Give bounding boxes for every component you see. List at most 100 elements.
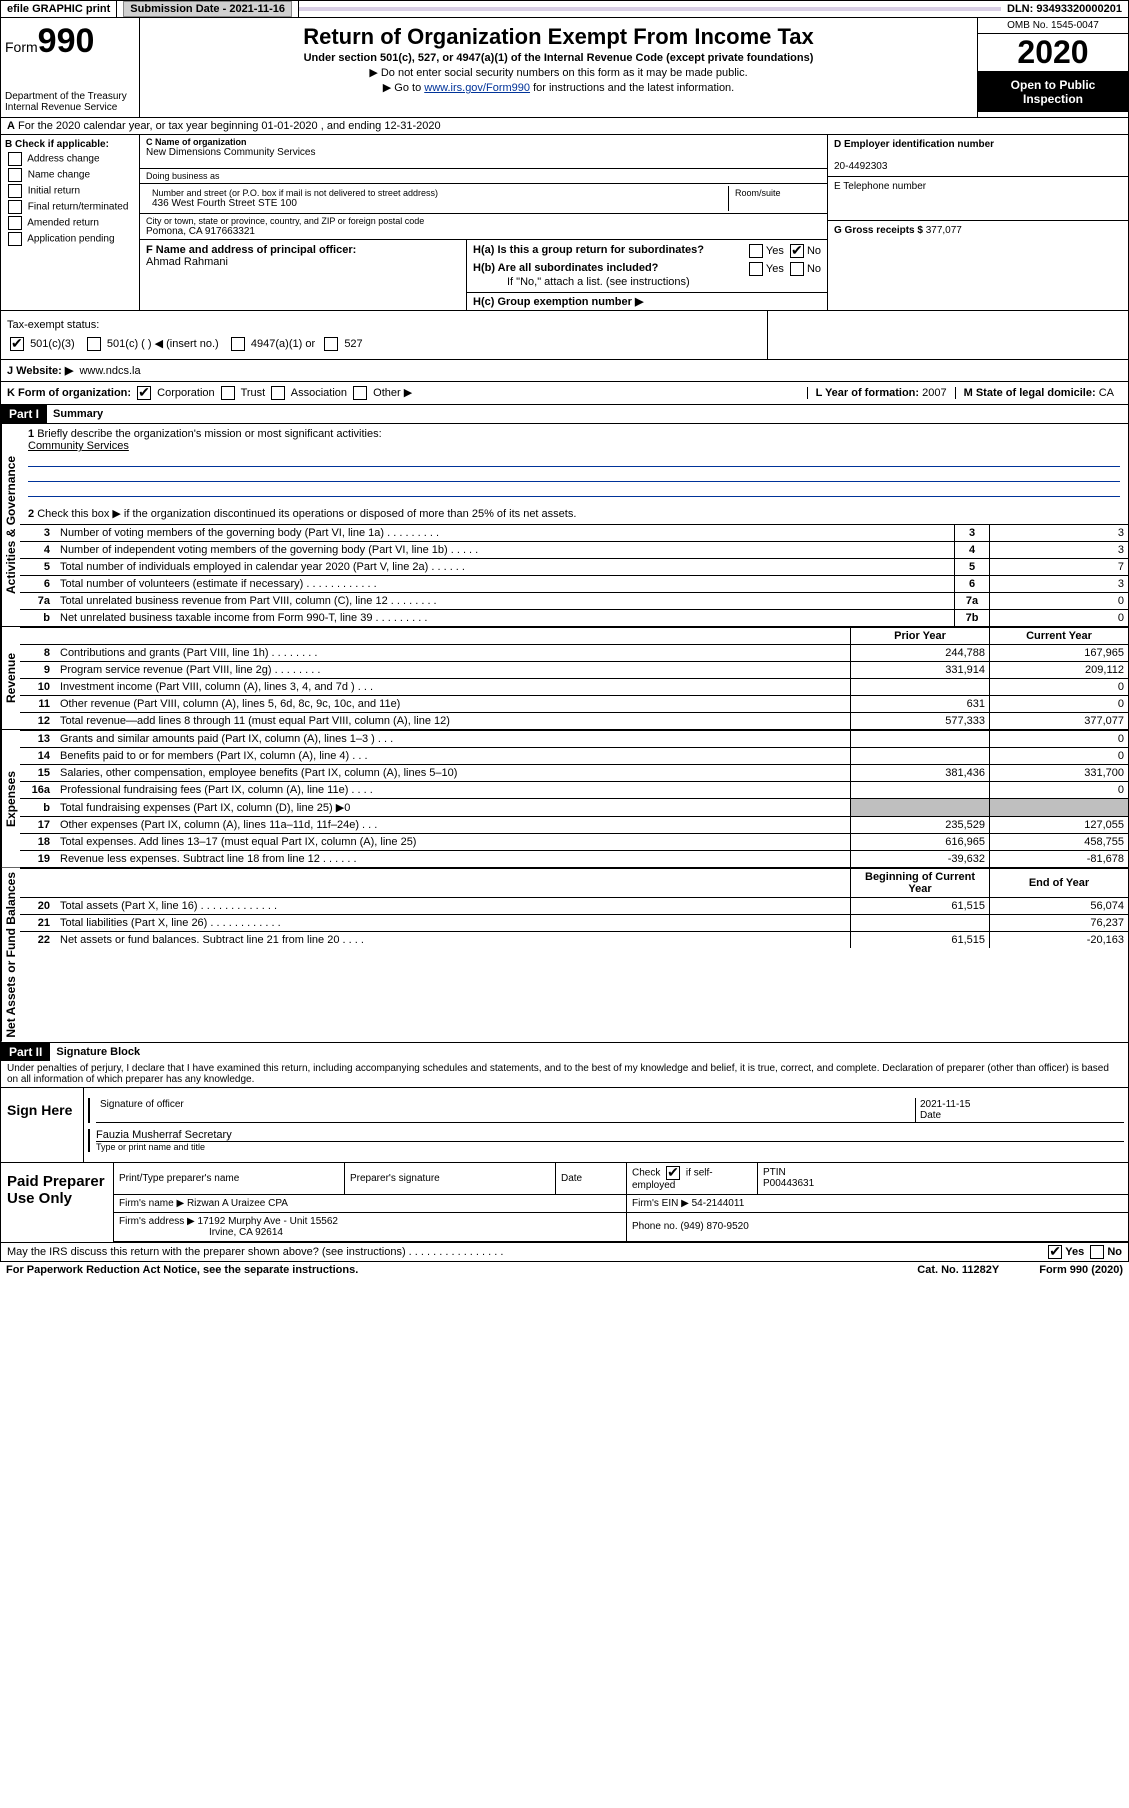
- section-identity: B Check if applicable: Address change Na…: [0, 135, 1129, 311]
- header-center: Return of Organization Exempt From Incom…: [140, 18, 977, 117]
- topbar-spacer: [299, 7, 1001, 11]
- net-assets-table: Beginning of Current Year End of Year20 …: [20, 868, 1128, 948]
- table-row: 21 Total liabilities (Part X, line 26) .…: [20, 915, 1128, 932]
- section-governance: Activities & Governance 1 Briefly descri…: [0, 424, 1129, 627]
- check-name-change[interactable]: Name change: [5, 168, 135, 182]
- korg-row: K Form of organization: Corporation Trus…: [0, 382, 1129, 405]
- paid-preparer-label: Paid Preparer Use Only: [1, 1163, 114, 1242]
- check-other[interactable]: [353, 386, 367, 400]
- check-501c[interactable]: [87, 337, 101, 351]
- form-subtitle: Under section 501(c), 527, or 4947(a)(1)…: [144, 52, 973, 64]
- revenue-table: Prior Year Current Year8 Contributions a…: [20, 627, 1128, 729]
- part1-header: Part I Summary: [0, 405, 1129, 424]
- table-row: 18 Total expenses. Add lines 13–17 (must…: [20, 834, 1128, 851]
- governance-table: 3 Number of voting members of the govern…: [20, 524, 1128, 626]
- telephone-cell: E Telephone number: [828, 177, 1128, 221]
- table-row: 11 Other revenue (Part VIII, column (A),…: [20, 696, 1128, 713]
- check-association[interactable]: [271, 386, 285, 400]
- open-to-public: Open to Public Inspection: [978, 72, 1128, 112]
- table-row: 13 Grants and similar amounts paid (Part…: [20, 731, 1128, 748]
- dept-irs: Internal Revenue Service: [5, 102, 135, 113]
- table-row: 8 Contributions and grants (Part VIII, l…: [20, 645, 1128, 662]
- footer-paperwork: For Paperwork Reduction Act Notice, see …: [0, 1262, 1129, 1278]
- table-row: 3 Number of voting members of the govern…: [20, 525, 1128, 542]
- table-row: 6 Total number of volunteers (estimate i…: [20, 576, 1128, 593]
- check-address-change[interactable]: Address change: [5, 152, 135, 166]
- vlabel-governance: Activities & Governance: [1, 424, 20, 626]
- q2-discontinued: 2 Check this box ▶ if the organization d…: [20, 503, 1128, 524]
- submission-cell: Submission Date - 2021-11-16: [117, 1, 299, 17]
- dln-cell: DLN: 93493320000201: [1001, 1, 1128, 17]
- declaration-text: Under penalties of perjury, I declare th…: [1, 1061, 1128, 1087]
- dba-cell: Doing business as: [140, 169, 827, 184]
- form-title: Return of Organization Exempt From Incom…: [144, 24, 973, 50]
- column-c-org: C Name of organization New Dimensions Co…: [140, 135, 827, 310]
- table-row: 19 Revenue less expenses. Subtract line …: [20, 851, 1128, 868]
- dept-treasury: Department of the Treasury: [5, 91, 135, 102]
- preparer-table: Print/Type preparer's name Preparer's si…: [114, 1163, 1128, 1242]
- table-row: b Total fundraising expenses (Part IX, c…: [20, 799, 1128, 817]
- column-d-right: D Employer identification number 20-4492…: [827, 135, 1128, 310]
- sign-here-label: Sign Here: [1, 1088, 84, 1162]
- tax-exempt-row: Tax-exempt status: 501(c)(3) 501(c) ( ) …: [0, 311, 1129, 360]
- column-b-checkboxes: B Check if applicable: Address change Na…: [1, 135, 140, 310]
- check-527[interactable]: [324, 337, 338, 351]
- table-row: 7a Total unrelated business revenue from…: [20, 593, 1128, 610]
- section-net-assets: Net Assets or Fund Balances Beginning of…: [0, 868, 1129, 1043]
- vlabel-net-assets: Net Assets or Fund Balances: [1, 868, 20, 1042]
- table-row: 20 Total assets (Part X, line 16) . . . …: [20, 898, 1128, 915]
- table-row: 12 Total revenue—add lines 8 through 11 …: [20, 713, 1128, 730]
- q1-mission: 1 Briefly describe the organization's mi…: [20, 424, 1128, 503]
- check-initial-return[interactable]: Initial return: [5, 184, 135, 198]
- table-row: 16a Professional fundraising fees (Part …: [20, 782, 1128, 799]
- check-corporation[interactable]: [137, 386, 151, 400]
- check-irs-yes[interactable]: [1048, 1245, 1062, 1259]
- note-ssn: ▶ Do not enter social security numbers o…: [144, 66, 973, 79]
- irs-discuss-row: May the IRS discuss this return with the…: [0, 1243, 1129, 1262]
- table-header: Prior Year Current Year: [20, 628, 1128, 645]
- table-row: 17 Other expenses (Part IX, column (A), …: [20, 817, 1128, 834]
- vlabel-expenses: Expenses: [1, 730, 20, 867]
- topbar: efile GRAPHIC print Submission Date - 20…: [0, 0, 1129, 18]
- table-row: 15 Salaries, other compensation, employe…: [20, 765, 1128, 782]
- note-link: ▶ Go to www.irs.gov/Form990 for instruct…: [144, 81, 973, 94]
- row-a-tax-year: A For the 2020 calendar year, or tax yea…: [0, 118, 1129, 135]
- sign-here-section: Sign Here Signature of officer 2021-11-1…: [0, 1088, 1129, 1163]
- check-trust[interactable]: [221, 386, 235, 400]
- submission-button[interactable]: Submission Date - 2021-11-16: [123, 1, 292, 17]
- ein-cell: D Employer identification number 20-4492…: [828, 135, 1128, 177]
- table-row: 10 Investment income (Part VIII, column …: [20, 679, 1128, 696]
- form-number: Form990: [5, 22, 135, 61]
- table-row: 22 Net assets or fund balances. Subtract…: [20, 932, 1128, 949]
- gross-receipts-cell: G Gross receipts $ 377,077: [828, 221, 1128, 240]
- table-header: Beginning of Current Year End of Year: [20, 869, 1128, 898]
- vlabel-revenue: Revenue: [1, 627, 20, 729]
- table-row: 9 Program service revenue (Part VIII, li…: [20, 662, 1128, 679]
- table-row: 4 Number of independent voting members o…: [20, 542, 1128, 559]
- officer-signature: Signature of officer 2021-11-15 Date: [88, 1098, 1124, 1123]
- section-expenses: Expenses 13 Grants and similar amounts p…: [0, 730, 1129, 868]
- irs-link[interactable]: www.irs.gov/Form990: [424, 82, 530, 94]
- tax-year: 2020: [978, 34, 1128, 72]
- website-row: J Website: ▶ www.ndcs.la: [0, 360, 1129, 382]
- check-4947[interactable]: [231, 337, 245, 351]
- check-501c3[interactable]: [10, 337, 24, 351]
- principal-officer-cell: F Name and address of principal officer:…: [140, 240, 467, 310]
- address-cell: Number and street (or P.O. box if mail i…: [140, 184, 827, 214]
- omb-number: OMB No. 1545-0047: [978, 18, 1128, 34]
- part2-header: Part II Signature Block Under penalties …: [0, 1043, 1129, 1088]
- check-irs-no[interactable]: [1090, 1245, 1104, 1259]
- check-amended-return[interactable]: Amended return: [5, 216, 135, 230]
- check-application-pending[interactable]: Application pending: [5, 232, 135, 246]
- paid-preparer-section: Paid Preparer Use Only Print/Type prepar…: [0, 1163, 1129, 1243]
- form-header: Form990 Department of the Treasury Inter…: [0, 18, 1129, 118]
- section-revenue: Revenue Prior Year Current Year8 Contrib…: [0, 627, 1129, 730]
- officer-name: Fauzia Musherraf Secretary Type or print…: [88, 1129, 1124, 1152]
- check-final-return[interactable]: Final return/terminated: [5, 200, 135, 214]
- city-cell: City or town, state or province, country…: [140, 214, 827, 240]
- efile-label: efile GRAPHIC print: [1, 1, 117, 17]
- org-name-cell: C Name of organization New Dimensions Co…: [140, 135, 827, 169]
- table-row: 5 Total number of individuals employed i…: [20, 559, 1128, 576]
- header-left: Form990 Department of the Treasury Inter…: [1, 18, 140, 117]
- h-group-cell: H(a) Is this a group return for subordin…: [467, 240, 827, 310]
